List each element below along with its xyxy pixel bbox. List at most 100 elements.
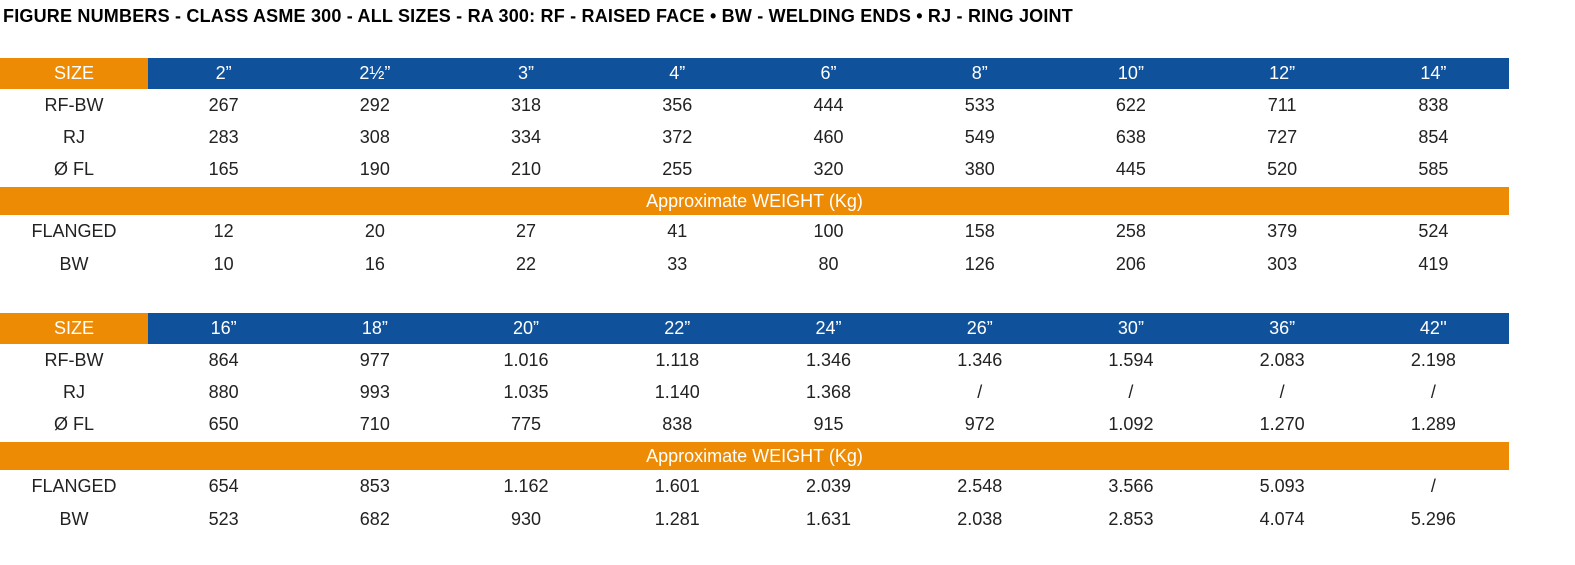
data-cell: /	[977, 381, 983, 402]
data-cell: 283	[208, 126, 239, 147]
data-cell: 1.289	[1410, 413, 1456, 434]
data-cell: 864	[208, 349, 239, 370]
data-cell: 654	[208, 476, 239, 496]
column-header-cell: 3”	[450, 58, 602, 89]
data-cell: 22	[516, 254, 537, 274]
weight-band: Approximate WEIGHT (Kg)	[0, 187, 1509, 215]
data-cell: /	[1128, 381, 1134, 402]
column-header-cell: 42''	[1357, 313, 1509, 344]
data-cell: 255	[662, 158, 693, 179]
data-cell: 549	[964, 126, 995, 147]
data-cell: 1.162	[503, 476, 549, 496]
table-row: RJ 283 308 334 372 460 549 638 727 854	[0, 121, 1509, 153]
data-cell: 2.039	[805, 476, 852, 496]
data-cell: 303	[1267, 254, 1298, 274]
data-cell: 710	[359, 413, 390, 434]
data-cell: 682	[359, 509, 390, 529]
data-cell: 20	[364, 221, 385, 241]
data-cell: 10	[213, 254, 234, 274]
data-cell: 210	[511, 158, 542, 179]
data-cell: 711	[1267, 94, 1297, 115]
data-cell: 318	[511, 94, 542, 115]
data-cell: 533	[964, 94, 995, 115]
data-cell: 2.853	[1108, 509, 1154, 529]
table-row: FLANGED 654 853 1.162 1.601 2.039 2.548 …	[0, 470, 1509, 503]
data-cell: 650	[208, 413, 239, 434]
data-cell: 5.093	[1259, 476, 1305, 496]
data-cell: 853	[359, 476, 390, 496]
data-cell: 585	[1418, 158, 1449, 179]
data-cell: 523	[208, 509, 239, 529]
data-cell: 334	[511, 126, 542, 147]
data-cell: 27	[516, 221, 537, 241]
size-header-row: SIZE 16” 18” 20” 22” 24” 26” 30” 36” 42'…	[0, 313, 1509, 344]
table-row: Ø FL 165 190 210 255 320 380 445 520 585	[0, 153, 1509, 185]
column-header-cell: 4”	[601, 58, 753, 89]
data-cell: 372	[662, 126, 693, 147]
data-cell: 1.270	[1259, 413, 1305, 434]
data-cell: 1.092	[1108, 413, 1154, 434]
data-cell: 206	[1115, 254, 1146, 274]
row-label: Ø FL	[53, 413, 94, 434]
data-cell: 622	[1115, 94, 1146, 115]
data-cell: 775	[511, 413, 542, 434]
data-cell: 126	[964, 254, 995, 274]
data-cell: 190	[359, 158, 390, 179]
column-header-cell: 18”	[299, 313, 451, 344]
data-cell: 1.281	[654, 509, 700, 529]
data-cell: 915	[813, 413, 844, 434]
data-cell: /	[1430, 381, 1436, 402]
row-label: RF-BW	[44, 349, 104, 370]
data-cell: 4.074	[1259, 509, 1305, 529]
data-cell: 838	[662, 413, 693, 434]
table-row: RF-BW 864 977 1.016 1.118 1.346 1.346 1.…	[0, 344, 1509, 376]
data-cell: 638	[1115, 126, 1146, 147]
column-header-cell: 26”	[904, 313, 1056, 344]
size-header-cell: SIZE	[0, 313, 148, 344]
data-cell: 445	[1115, 158, 1146, 179]
data-cell: 3.566	[1108, 476, 1154, 496]
row-label: BW	[59, 254, 89, 274]
data-cell: 41	[667, 221, 688, 241]
column-header-cell: 14”	[1357, 58, 1509, 89]
data-cell: 727	[1267, 126, 1298, 147]
row-label: Ø FL	[53, 158, 94, 179]
table-row: RJ 880 993 1.035 1.140 1.368 / / / /	[0, 376, 1509, 408]
column-header-cell: 30”	[1055, 313, 1207, 344]
row-label: FLANGED	[31, 221, 117, 241]
weight-band: Approximate WEIGHT (Kg)	[0, 442, 1509, 470]
table-row: FLANGED 12 20 27 41 100 158 258 379 524	[0, 215, 1509, 248]
data-cell: /	[1279, 381, 1285, 402]
data-cell: 520	[1267, 158, 1298, 179]
data-cell: 2.548	[957, 476, 1003, 496]
data-cell: 1.346	[957, 349, 1003, 370]
figure-table-small-sizes: SIZE 2” 2½” 3” 4” 6” 8” 10” 12” 14” RF-B…	[0, 58, 1509, 281]
data-cell: 380	[964, 158, 995, 179]
data-cell: 2.198	[1410, 349, 1456, 370]
data-cell: 80	[818, 254, 839, 274]
data-cell: 165	[208, 158, 239, 179]
column-header-cell: 10”	[1055, 58, 1207, 89]
column-header-cell: 24”	[752, 313, 905, 344]
data-cell: 267	[208, 94, 239, 115]
data-cell: 258	[1115, 221, 1146, 241]
data-cell: 1.601	[654, 476, 700, 496]
data-cell: 292	[359, 94, 390, 115]
data-cell: 930	[511, 509, 542, 529]
row-label: BW	[59, 509, 89, 529]
row-label: RF-BW	[44, 94, 104, 115]
data-cell: 308	[359, 126, 390, 147]
data-cell: 12	[213, 221, 234, 241]
column-header-cell: 16”	[148, 313, 300, 344]
data-cell: 2.083	[1259, 349, 1305, 370]
column-header-cell: 2½”	[299, 58, 451, 89]
data-cell: 972	[964, 413, 995, 434]
data-cell: 1.016	[503, 349, 549, 370]
data-cell: 2.038	[957, 509, 1003, 529]
column-header-cell: 6”	[752, 58, 905, 89]
column-header-cell: 8”	[904, 58, 1056, 89]
data-cell: 1.594	[1108, 349, 1154, 370]
row-label: RJ	[63, 126, 85, 147]
data-cell: 460	[813, 126, 844, 147]
table-row: RF-BW 267 292 318 356 444 533 622 711 83…	[0, 89, 1509, 121]
